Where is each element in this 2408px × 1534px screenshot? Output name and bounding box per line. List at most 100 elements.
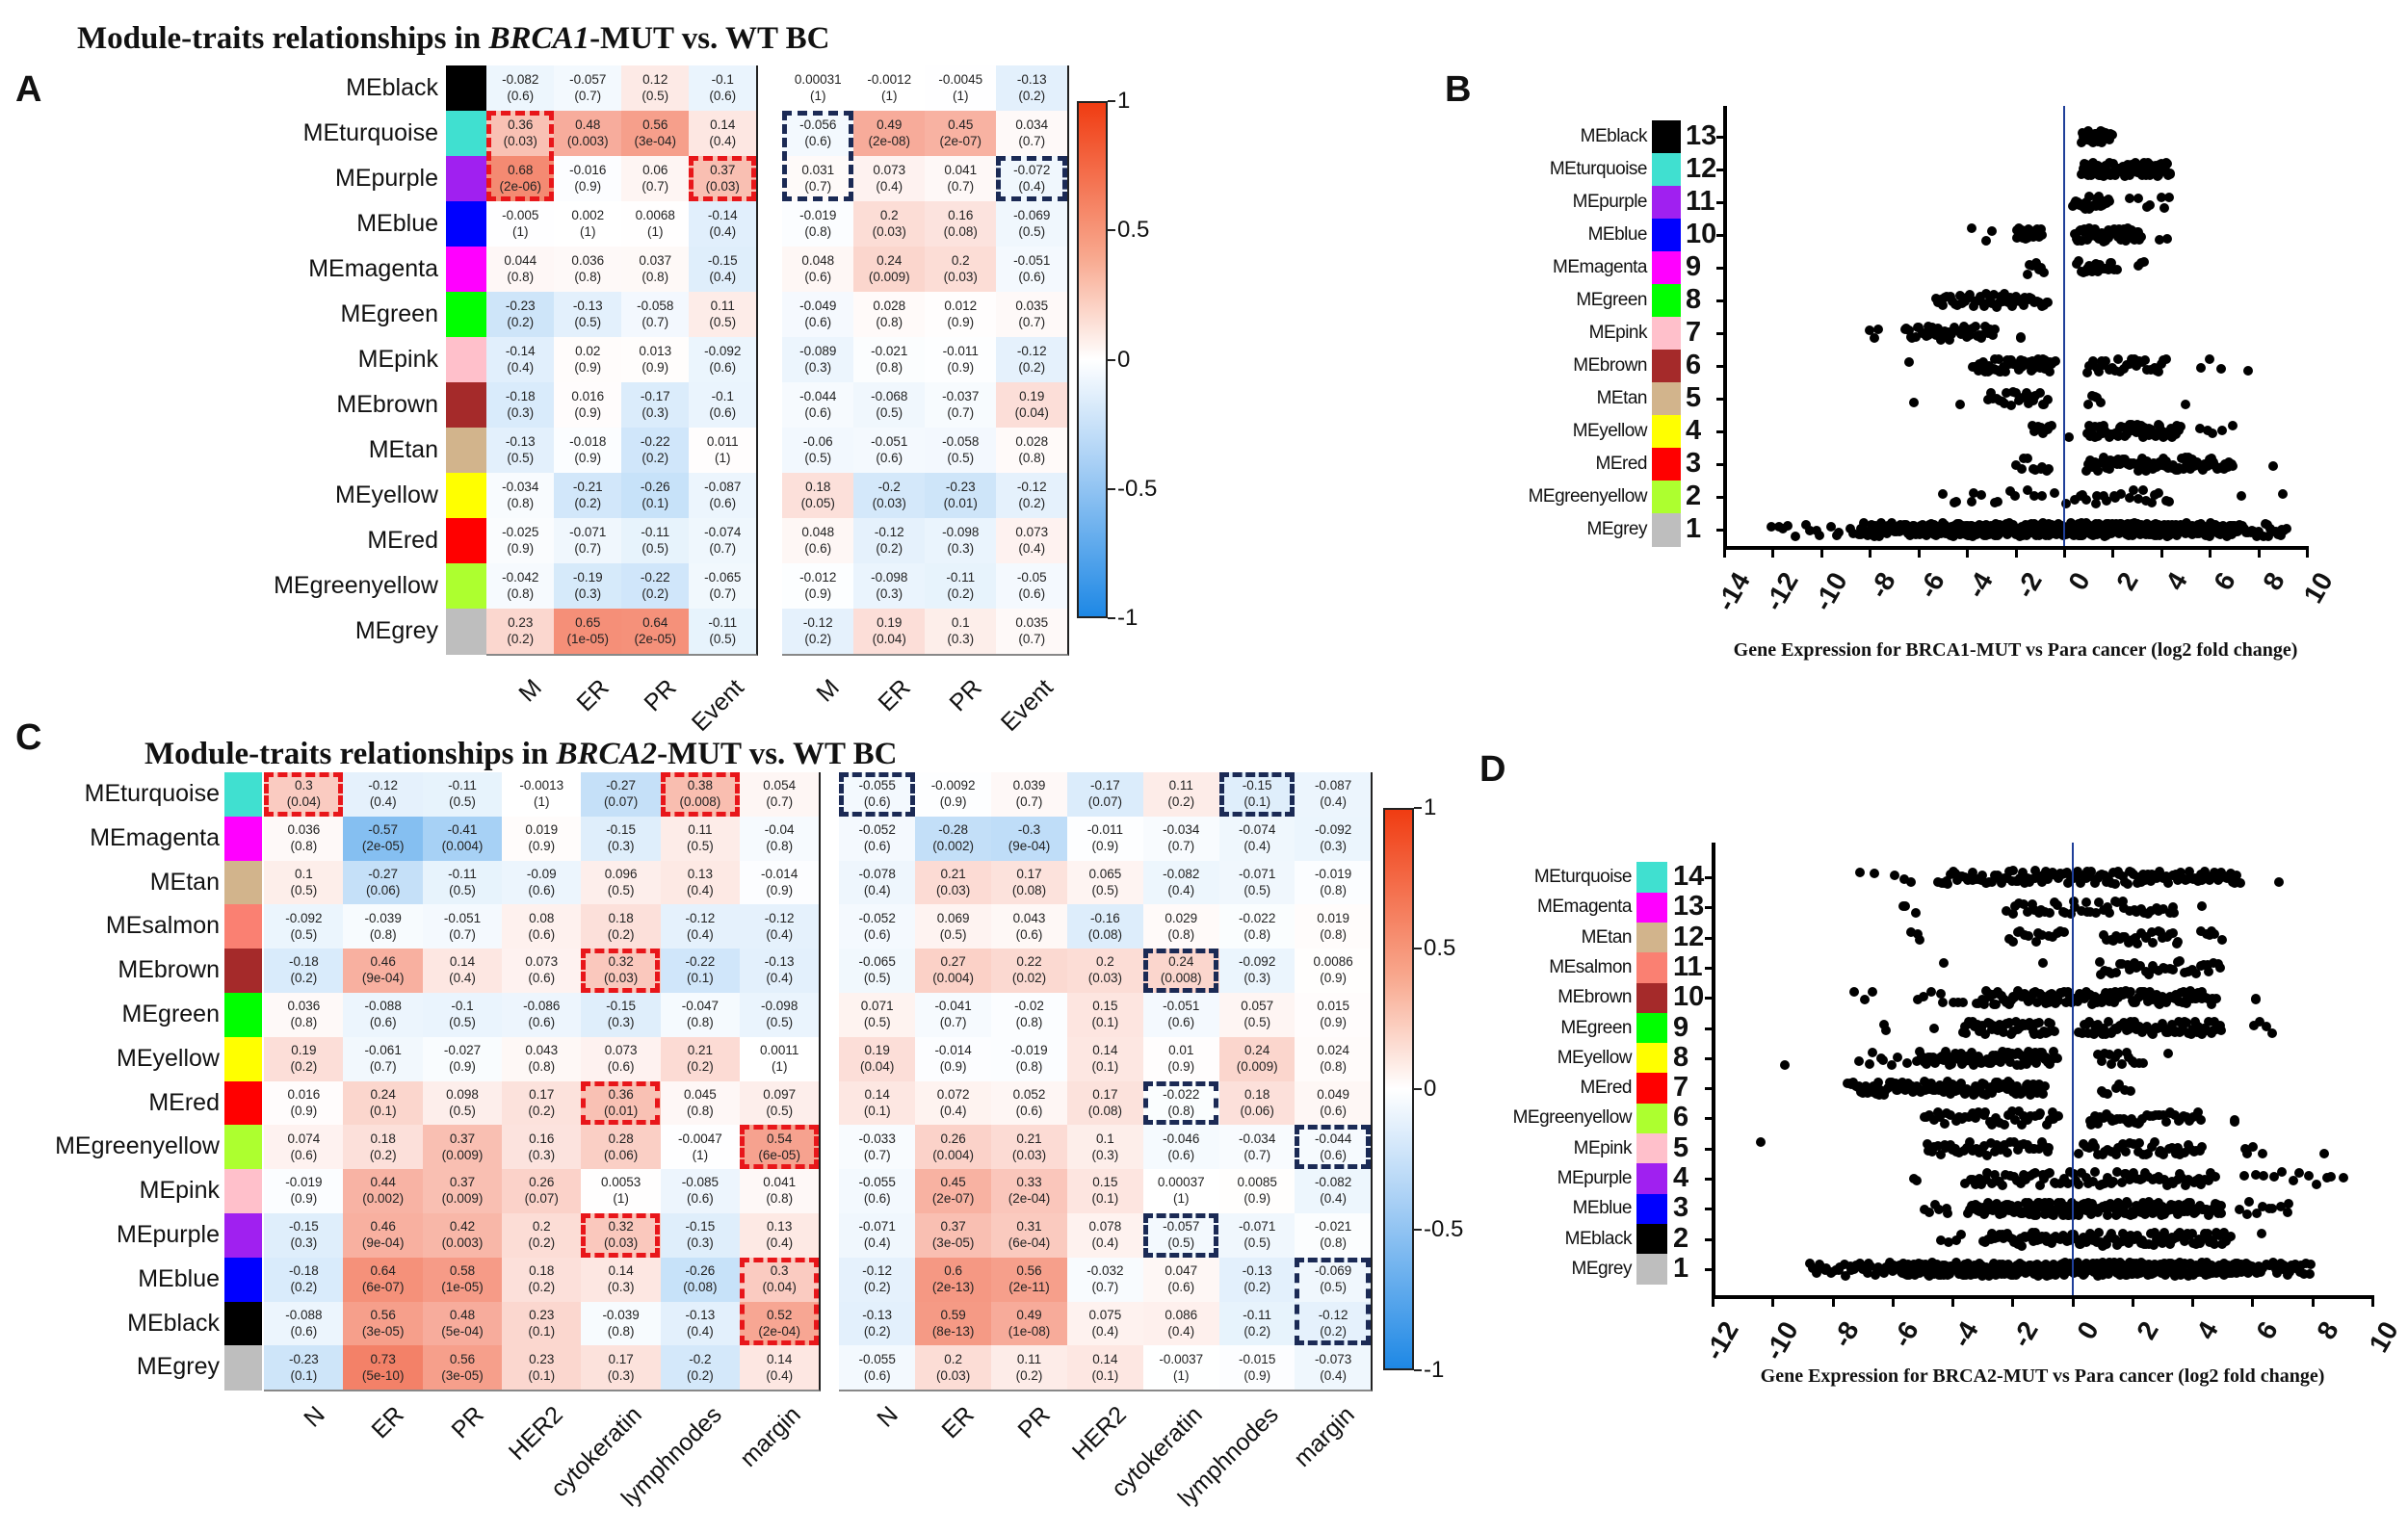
data-point [2091,201,2102,212]
module-index: 9 [1686,251,1702,282]
data-point [2098,490,2108,501]
module-label: MEmagenta [1537,897,1632,918]
module-color-swatch [224,1125,262,1170]
module-color-swatch [224,1301,262,1346]
data-point [2000,1119,2010,1130]
data-point [1779,1059,1790,1070]
data-point [2094,367,2105,377]
data-point [2004,485,2015,496]
y-axis-tick [1716,430,1724,433]
x-axis-tick [2014,546,2018,558]
correlation-value: 0.013 [639,343,672,358]
p-value: (0.2) [947,585,975,601]
correlation-value: -0.065 [704,569,742,585]
p-value: (0.9) [507,540,535,556]
data-point [2215,962,2226,973]
x-axis-title: Gene Expression for BRCA1-MUT vs Para ca… [1733,639,2298,661]
correlation-value: -0.11 [708,614,738,630]
data-point [2236,491,2246,502]
data-point [2211,993,2221,1003]
p-value: (0.9) [574,450,602,465]
highlight-box [581,1213,661,1258]
data-point [2016,463,2027,474]
data-point [2023,485,2033,496]
panel-a-letter: A [15,69,42,110]
heatmap-cell: -0.11 (0.2) [925,563,997,610]
data-point [2049,488,2059,499]
heatmap-cell: -0.098 (0.3) [925,518,997,564]
heatmap-cell: 0.044 (0.8) [486,247,555,293]
data-point [1979,301,1990,312]
heatmap-cell: -0.17 (0.3) [621,382,690,429]
data-point [2216,1025,2227,1035]
data-point [1908,398,1919,408]
highlight-box [581,949,661,993]
data-point [2006,400,2017,410]
p-value: (0.3) [574,585,602,601]
heatmap-cell: -0.005 (1) [486,201,555,247]
heatmap-cell: -0.051 (0.6) [996,247,1068,293]
x-axis-tick [1966,546,1970,558]
module-color-swatch [224,1257,262,1303]
module-color-swatch [1636,862,1667,894]
heatmap-cell: -0.082 (0.6) [486,65,555,112]
data-point [2115,234,2126,245]
data-point [2100,456,2110,467]
correlation-value: 0.048 [801,524,835,539]
p-value: (1) [953,88,969,103]
data-point [2140,465,2151,476]
data-point [2045,1167,2055,1178]
heatmap-cell: 0.14 (0.4) [689,111,757,157]
data-point [1892,1052,1902,1062]
correlation-value: 0.035 [1015,298,1049,313]
y-axis-tick [1716,169,1724,171]
p-value: (0.6) [709,404,737,420]
data-point [2140,355,2151,366]
data-point [2266,1028,2277,1039]
p-value: (0.4) [876,178,903,194]
title-prefix: Module-traits relationships in [77,21,489,56]
heatmap-cell: -0.016 (0.9) [554,156,622,202]
data-point [1931,330,1942,341]
data-point [1951,300,1962,311]
x-axis-title: Gene Expression for BRCA2-MUT vs Para ca… [1760,1365,2325,1387]
correlation-value: -0.011 [942,343,979,358]
p-value: (0.7) [1018,631,1046,646]
heatmap-cell: -0.087 (0.6) [689,473,757,519]
row-label: MEgrey [354,616,438,644]
module-index: 5 [1673,1131,1689,1163]
correlation-value: -0.058 [942,433,980,449]
row-label: MEmagenta [90,823,220,851]
row-label: MEred [367,526,438,554]
correlation-value: 0.68 [508,162,534,177]
heatmap-cell: -0.069 (0.5) [996,201,1068,247]
x-axis-tick [2306,546,2309,558]
highlight-box [660,772,740,817]
p-value: (2e-05) [634,631,677,646]
x-axis-tick [1917,546,1921,558]
x-axis-tick [2071,1295,2075,1307]
module-index: 6 [1686,350,1702,380]
row-label: MEpurple [117,1220,220,1248]
p-value: (0.5) [804,450,832,465]
data-point [2081,897,2091,907]
heatmap-cell: 0.12 (0.5) [621,65,690,112]
module-index: 7 [1673,1072,1689,1104]
module-label: MEblue [1587,224,1648,245]
module-color-swatch [1636,1043,1667,1074]
heatmap-frame [486,65,758,656]
p-value: (0.6) [804,314,832,329]
module-index: 5 [1686,382,1702,413]
p-value: (0.3) [947,631,975,646]
heatmap-cell: -0.1 (0.6) [689,382,757,429]
correlation-value: 0.073 [873,162,906,177]
correlation-value: -0.15 [707,252,738,268]
p-value: (0.8) [507,495,535,510]
data-point [2000,289,2010,299]
p-value: (0.8) [876,359,903,375]
p-value: (0.9) [947,359,975,375]
data-point [1938,333,1949,344]
y-axis-tick [1716,529,1724,532]
highlight-box [782,111,853,201]
data-point [2196,900,2207,911]
